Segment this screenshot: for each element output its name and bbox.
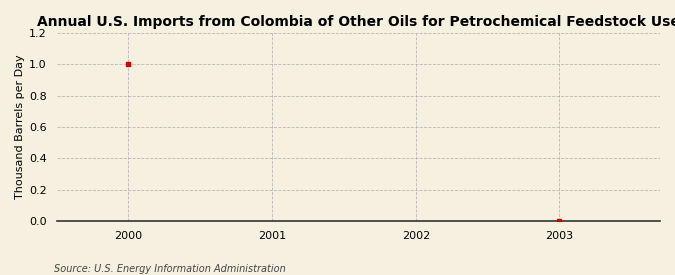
Y-axis label: Thousand Barrels per Day: Thousand Barrels per Day [15,55,25,199]
Text: Source: U.S. Energy Information Administration: Source: U.S. Energy Information Administ… [54,264,286,274]
Title: Annual U.S. Imports from Colombia of Other Oils for Petrochemical Feedstock Use: Annual U.S. Imports from Colombia of Oth… [37,15,675,29]
